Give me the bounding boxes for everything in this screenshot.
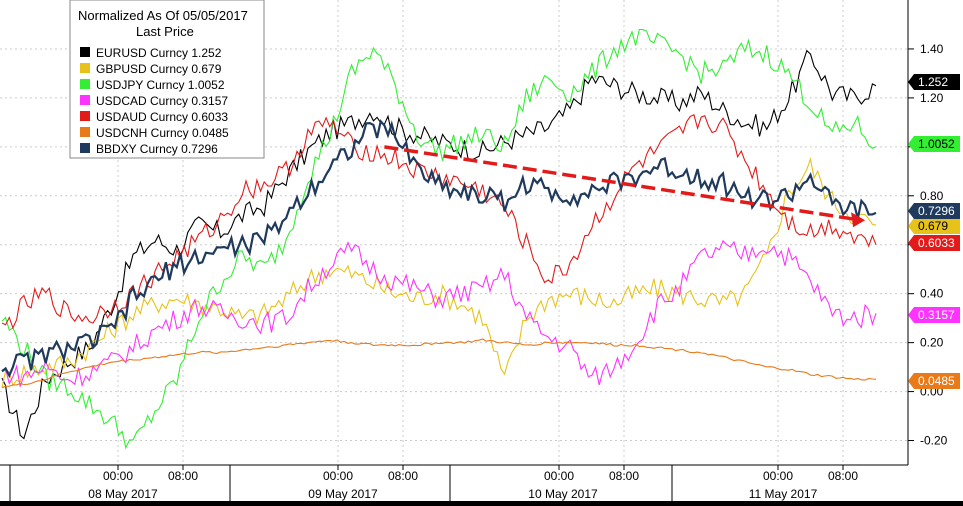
last-price-value: 0.6033 [918,236,955,250]
last-price-tag [908,235,960,251]
legend-entry: USDJPY Curncy 1.0052 [96,78,225,92]
legend-title: Normalized As Of 05/05/2017 [78,8,248,23]
x-tick-label: 08:00 [828,469,858,483]
x-tick-label: 00:00 [763,469,793,483]
y-tick-label: -0.20 [920,434,948,448]
last-price-tag [908,136,960,152]
x-tick-label: 00:00 [323,469,353,483]
legend-swatch [80,127,90,137]
last-price-value: 0.679 [918,219,948,233]
legend-entry: GBPUSD Curncy 0.679 [96,62,222,76]
y-tick-label: 0.20 [920,336,944,350]
legend-swatch [80,95,90,105]
x-tick-label: 00:00 [103,469,133,483]
x-tick-label: 08:00 [168,469,198,483]
x-tick-label: 08:00 [609,469,639,483]
last-price-tag [908,74,960,90]
last-price-tag [908,307,960,323]
trend-arrow [384,145,866,228]
x-tick-label: 08:00 [388,469,418,483]
y-tick-label: 0.40 [920,287,944,301]
day-label: 09 May 2017 [308,487,378,501]
series-line-gbpusd [1,157,877,388]
last-price-value: 0.0485 [918,374,955,388]
series-line-usdcnh [1,338,877,389]
legend-entry: EURUSD Curncy 1.252 [96,46,222,60]
last-price-tag [908,373,960,389]
y-tick-label: 1.20 [920,91,944,105]
y-tick-label: 0.80 [920,189,944,203]
last-price-labels: 1.252 0.679 1.0052 0.3157 0.6033 0.0485 0.7296 [908,74,960,389]
legend-entry: USDCNH Curncy 0.0485 [96,126,229,140]
legend-swatch [80,47,90,57]
legend-swatch [80,143,90,153]
legend-entry: BBDXY Curncy 0.7296 [96,142,218,156]
trend-arrow-head [851,212,866,228]
legend-box [69,0,265,159]
day-label: 08 May 2017 [88,487,158,501]
legend-entry: USDAUD Curncy 0.6033 [96,110,228,124]
last-price-value: 0.7296 [918,204,955,218]
last-price-value: 0.3157 [918,308,955,322]
legend-entry: USDCAD Curncy 0.3157 [96,94,228,108]
series-line-usdjpy [1,29,877,450]
y-tick-label: 1.40 [920,42,944,56]
day-label: 11 May 2017 [749,487,818,501]
series-lines [1,29,877,450]
last-price-tag [908,203,960,219]
legend-subtitle: Last Price [136,24,194,39]
day-label: 10 May 2017 [528,487,598,501]
series-line-bbdxy [1,118,877,379]
legend-swatch [80,111,90,121]
x-axis: 00:00 08:00 00:00 08:00 00:00 08:00 00:00 08:00… [0,464,908,501]
legend-entries: EURUSD Curncy 1.252 GBPUSD Curncy 0.679 US… [80,46,229,156]
last-price-value: 1.0052 [918,137,955,151]
last-price-value: 1.252 [918,75,948,89]
legend-swatch [80,79,90,89]
last-price-tag [908,218,960,234]
legend-swatch [80,63,90,73]
x-tick-label: 00:00 [544,469,574,483]
legend: Normalized As Of 05/05/2017 Last Price E… [69,0,265,159]
series-line-usdcad [1,239,877,388]
